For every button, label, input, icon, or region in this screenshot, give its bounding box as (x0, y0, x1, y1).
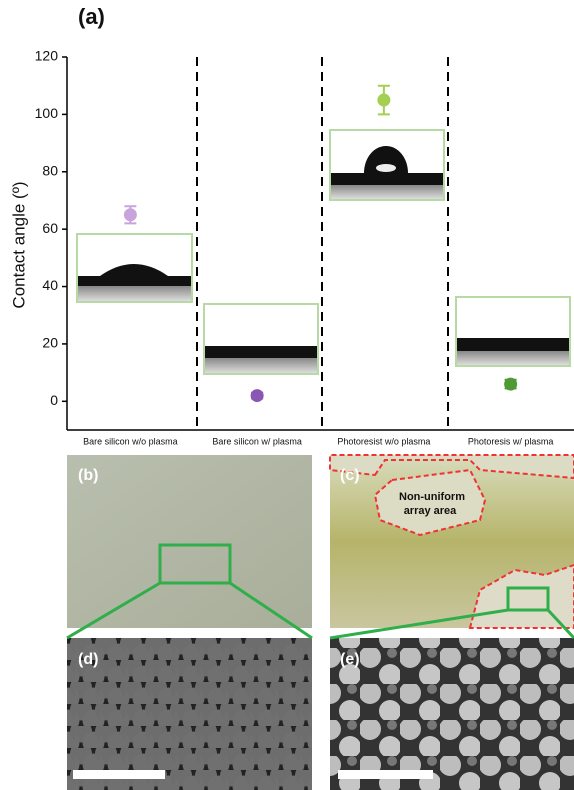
y-tick-label: 120 (35, 48, 59, 64)
panel-label: (b) (78, 467, 98, 484)
annotation: array area (404, 505, 457, 517)
data-point (504, 378, 517, 391)
panel-label: (a) (78, 4, 105, 29)
panel-label: (e) (340, 651, 360, 668)
y-axis-label: Contact angle (º) (9, 181, 28, 308)
y-tick-label: 20 (42, 335, 58, 351)
y-tick-label: 40 (42, 277, 58, 293)
x-tick-label: Photoresist w/o plasma (337, 436, 430, 446)
x-tick-label: Photoresis w/ plasma (468, 436, 554, 446)
insets (77, 130, 570, 374)
y-tick-label: 80 (42, 162, 58, 178)
x-tick-label: Bare silicon w/ plasma (212, 436, 302, 446)
scale-bar (73, 770, 165, 779)
x-tick-label: Bare silicon w/o plasma (83, 436, 178, 446)
panel-label: (c) (340, 467, 360, 484)
data-point (377, 94, 390, 107)
scale-bar (338, 770, 433, 779)
y-tick-label: 60 (42, 220, 58, 236)
data-point (251, 389, 264, 402)
figure: (a) Contact angle (º) Non-uniform array … (0, 0, 574, 790)
sem-e (330, 638, 574, 790)
photo-b (67, 455, 312, 628)
data-point (124, 208, 137, 221)
sem-d (67, 638, 312, 790)
panel-label: (d) (78, 651, 98, 668)
annotation: Non-uniform (399, 491, 465, 503)
y-tick-label: 0 (50, 392, 58, 408)
y-tick-label: 100 (35, 105, 59, 121)
